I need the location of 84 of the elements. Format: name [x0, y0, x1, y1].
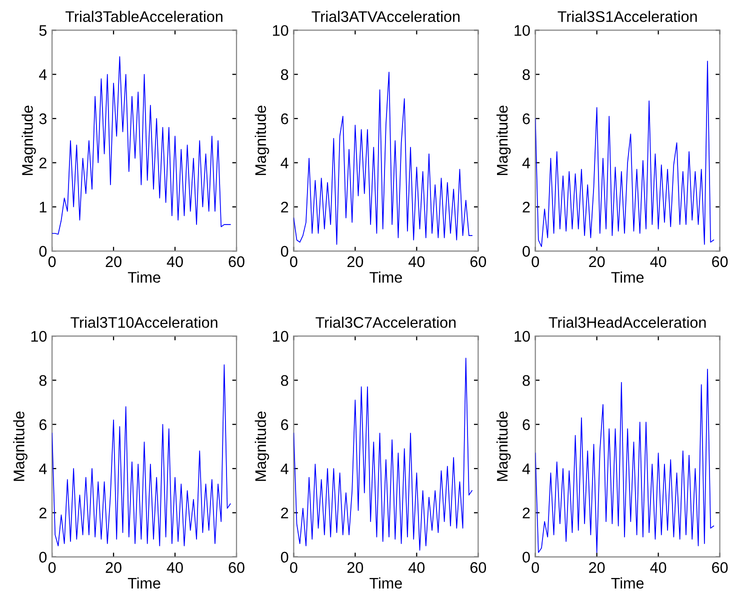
x-tick-label: 40 — [650, 562, 666, 573]
chart-title: Trial3C7Acceleration — [316, 316, 456, 328]
chart-title: Trial3HeadAcceleration — [548, 316, 706, 328]
x-tick-label: 60 — [470, 562, 486, 573]
y-tick-label: 10 — [31, 330, 47, 342]
x-tick-label: 20 — [589, 256, 605, 268]
y-tick-label: 0 — [39, 552, 47, 563]
y-tick-label: 6 — [522, 419, 530, 430]
x-tick-label: 60 — [712, 256, 728, 268]
y-tick-label: 0 — [280, 552, 288, 563]
y-tick-label: 0 — [280, 246, 288, 257]
x-tick-label: 60 — [712, 562, 728, 573]
y-axis-title: Magnitude — [496, 411, 511, 481]
y-tick-label: 2 — [522, 202, 530, 212]
y-tick-label: 8 — [281, 69, 288, 80]
x-tick-label: 40 — [408, 256, 425, 268]
x-tick-label: 0 — [48, 562, 56, 573]
x-tick-label: 20 — [106, 562, 122, 573]
x-tick-label: 0 — [532, 562, 539, 573]
y-tick-label: 0 — [39, 246, 47, 257]
x-tick-label: 20 — [589, 562, 605, 573]
x-tick-label: 60 — [470, 256, 486, 268]
y-tick-label: 6 — [281, 419, 288, 430]
y-tick-label: 2 — [281, 202, 288, 212]
x-tick-label: 60 — [228, 562, 244, 573]
y-axis-title: Magnitude — [13, 411, 28, 481]
y-tick-label: 0 — [522, 246, 530, 257]
y-tick-label: 4 — [39, 464, 47, 474]
y-axis-title: Magnitude — [254, 411, 270, 481]
x-tick-label: 0 — [48, 256, 56, 268]
y-tick-label: 3 — [39, 113, 47, 124]
x-axis-title: Time — [370, 272, 402, 283]
y-tick-label: 6 — [281, 113, 288, 124]
chart-title: Trial3ATVAcceleration — [312, 10, 460, 22]
y-tick-label: 10 — [273, 25, 288, 36]
y-tick-label: 1 — [40, 202, 46, 212]
line-series — [294, 358, 472, 551]
y-tick-label: 2 — [39, 158, 46, 168]
y-tick-label: 0 — [522, 552, 530, 563]
x-tick-label: 20 — [106, 256, 122, 268]
y-tick-label: 10 — [273, 330, 288, 342]
x-tick-label: 40 — [166, 562, 183, 573]
line-series — [535, 368, 714, 553]
line-series — [52, 364, 231, 546]
y-tick-label: 10 — [514, 25, 530, 36]
y-tick-label: 8 — [281, 375, 288, 386]
y-tick-label: 8 — [522, 375, 530, 386]
y-tick-label: 10 — [514, 330, 530, 342]
y-axis-title: Magnitude — [22, 106, 36, 176]
chart-title: Trial3TableAcceleration — [66, 10, 222, 22]
x-axis-title: Time — [611, 577, 644, 589]
y-tick-label: 4 — [280, 464, 288, 474]
line-series — [52, 56, 231, 235]
y-tick-label: 2 — [522, 508, 530, 518]
y-tick-label: 4 — [522, 464, 530, 474]
x-tick-label: 0 — [290, 562, 298, 573]
chart-title: Trial3T10Acceleration — [70, 316, 218, 328]
line-series — [535, 60, 714, 248]
x-tick-label: 40 — [408, 562, 425, 573]
y-tick-label: 6 — [522, 113, 530, 124]
x-tick-label: 40 — [166, 256, 183, 268]
x-tick-label: 0 — [290, 256, 298, 268]
x-axis-title: Time — [128, 272, 160, 283]
x-axis-title: Time — [611, 272, 644, 283]
chart-title: Trial3S1Acceleration — [558, 10, 697, 22]
y-tick-label: 2 — [39, 508, 46, 518]
y-tick-label: 6 — [39, 419, 47, 430]
y-tick-label: 2 — [281, 508, 288, 518]
y-tick-label: 4 — [280, 158, 288, 168]
y-tick-label: 5 — [39, 25, 47, 36]
y-tick-label: 8 — [522, 69, 530, 80]
x-axis-title: Time — [128, 577, 160, 589]
x-tick-label: 60 — [228, 256, 244, 268]
x-tick-label: 20 — [347, 562, 364, 573]
y-tick-label: 4 — [39, 69, 47, 80]
x-tick-label: 0 — [532, 256, 539, 268]
x-tick-label: 40 — [650, 256, 666, 268]
x-axis-title: Time — [370, 577, 402, 589]
y-axis-title: Magnitude — [496, 106, 511, 176]
x-tick-label: 20 — [347, 256, 364, 268]
y-axis-title: Magnitude — [254, 106, 270, 176]
line-series — [294, 72, 472, 245]
y-tick-label: 8 — [39, 375, 47, 386]
y-tick-label: 4 — [522, 158, 530, 168]
